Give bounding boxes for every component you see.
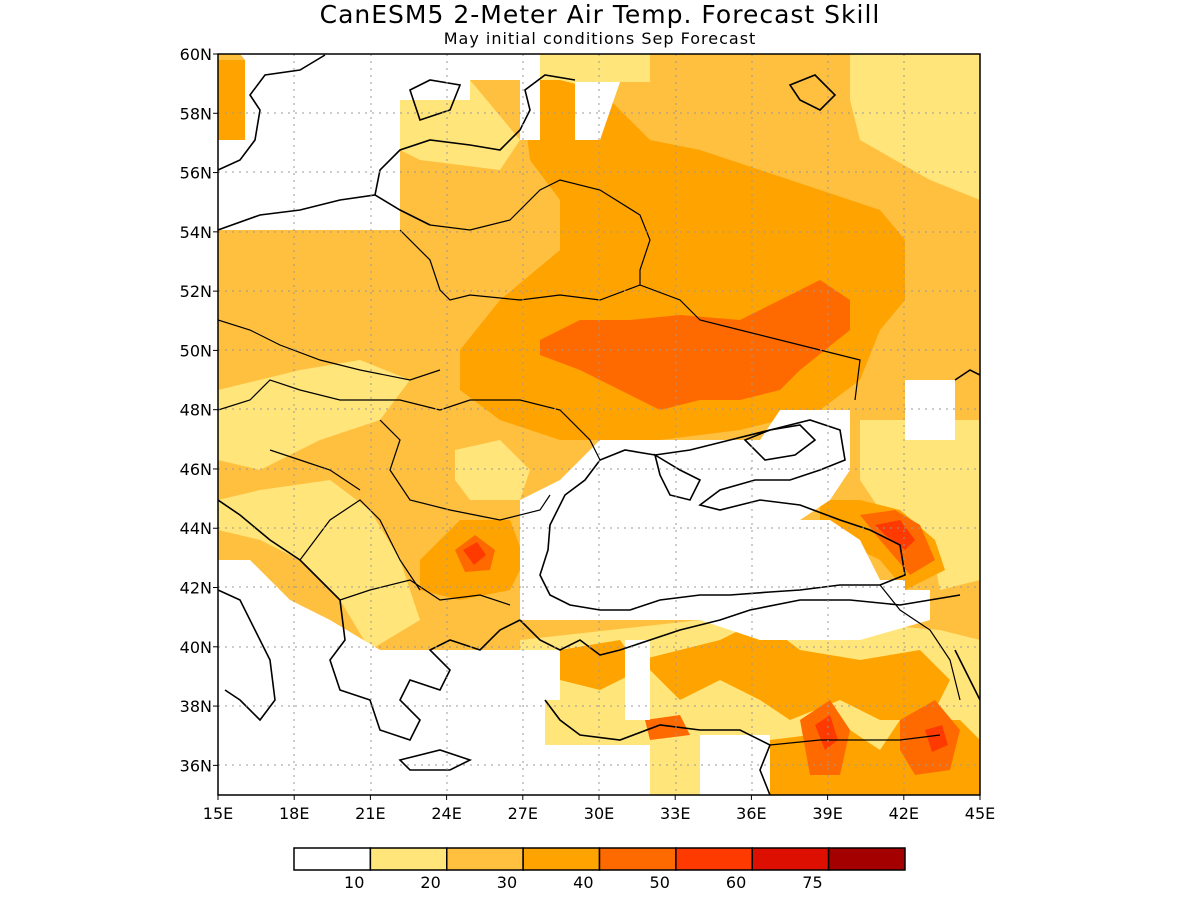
y-tick-label: 40N: [180, 638, 212, 657]
x-tick-label: 15E: [203, 804, 233, 823]
colorbar-label: 50: [650, 873, 670, 892]
colorbar-label: 60: [726, 873, 746, 892]
colorbar-label: 40: [573, 873, 593, 892]
x-tick-label: 18E: [279, 804, 309, 823]
y-tick-label: 50N: [180, 341, 212, 360]
x-tick-label: 36E: [736, 804, 766, 823]
x-tick-label: 21E: [355, 804, 385, 823]
y-tick-label: 44N: [180, 519, 212, 538]
country-borders: [218, 179, 961, 746]
x-axis-ticks: 15E 18E 21E 24E 27E 30E 33E 36E 39E 42E 45E: [203, 795, 995, 823]
graticule: [218, 54, 980, 795]
y-tick-label: 42N: [180, 579, 212, 598]
skill-field: [218, 54, 980, 795]
map-subtitle: May initial conditions Sep Forecast: [443, 29, 757, 48]
colorbar-swatch: [751, 847, 830, 871]
x-tick-label: 33E: [660, 804, 690, 823]
colorbar-swatch: [675, 847, 753, 871]
y-axis-ticks: 36N 38N 40N 42N 44N 46N 48N 50N 52N 54N 56N 58N 60N: [180, 45, 218, 775]
y-tick-label: 60N: [180, 45, 212, 64]
colorbar-label: 75: [802, 873, 822, 892]
colorbar-swatch: [598, 847, 677, 871]
x-tick-label: 39E: [812, 804, 842, 823]
colorbar-swatch: [293, 847, 372, 871]
x-tick-label: 27E: [508, 804, 538, 823]
colorbar-swatch: [446, 847, 524, 871]
colorbar-swatch: [827, 847, 906, 871]
y-tick-label: 52N: [180, 282, 212, 301]
colorbar: 10 20 30 40 50 60 75: [293, 847, 906, 892]
coastlines: [218, 54, 980, 795]
x-tick-label: 24E: [431, 804, 461, 823]
colorbar-swatch: [369, 847, 448, 871]
y-tick-label: 36N: [180, 756, 212, 775]
colorbar-label: 20: [420, 873, 440, 892]
x-tick-label: 45E: [965, 804, 995, 823]
y-tick-label: 54N: [180, 223, 212, 242]
y-tick-label: 56N: [180, 164, 212, 183]
y-tick-label: 48N: [180, 401, 212, 420]
x-tick-label: 30E: [584, 804, 614, 823]
y-tick-label: 46N: [180, 460, 212, 479]
y-tick-label: 58N: [180, 104, 212, 123]
colorbar-swatch: [522, 847, 601, 871]
map-title: CanESM5 2-Meter Air Temp. Forecast Skill: [319, 0, 881, 29]
x-tick-label: 42E: [889, 804, 919, 823]
colorbar-label: 10: [344, 873, 364, 892]
colorbar-label: 30: [497, 873, 517, 892]
y-tick-label: 38N: [180, 697, 212, 716]
